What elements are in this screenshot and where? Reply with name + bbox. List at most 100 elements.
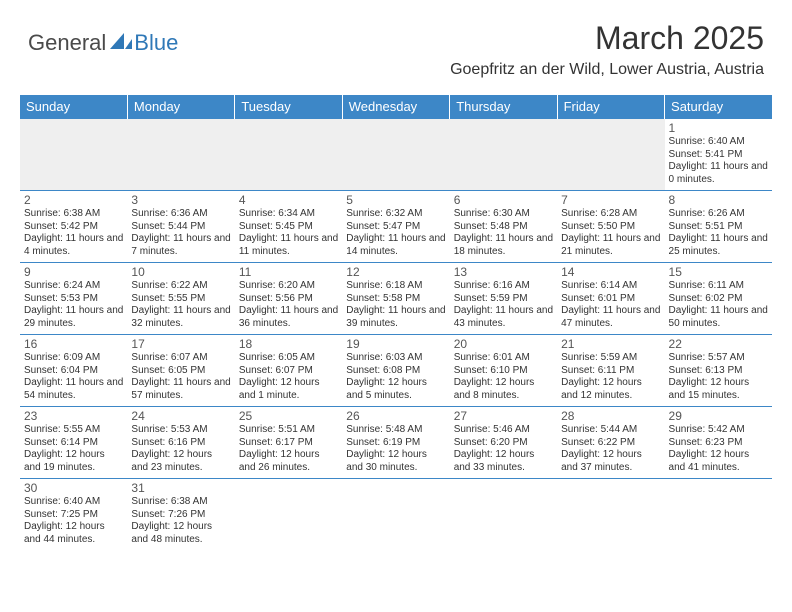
calendar-cell: 9Sunrise: 6:24 AMSunset: 5:53 PMDaylight… (20, 263, 127, 335)
sunrise-line: Sunrise: 6:22 AM (131, 280, 230, 293)
weekday-header: Saturday (665, 95, 772, 119)
daylight-line: Daylight: 12 hours and 44 minutes. (24, 521, 123, 546)
calendar-cell (665, 479, 772, 551)
calendar-cell: 31Sunrise: 6:38 AMSunset: 7:26 PMDayligh… (127, 479, 234, 551)
month-title: March 2025 (450, 20, 764, 57)
daylight-line: Daylight: 11 hours and 18 minutes. (454, 233, 553, 258)
sunset-line: Sunset: 5:44 PM (131, 221, 230, 234)
sunrise-line: Sunrise: 6:07 AM (131, 352, 230, 365)
calendar-cell: 24Sunrise: 5:53 AMSunset: 6:16 PMDayligh… (127, 407, 234, 479)
sunrise-line: Sunrise: 6:36 AM (131, 208, 230, 221)
daylight-line: Daylight: 12 hours and 41 minutes. (669, 449, 768, 474)
calendar-cell (342, 479, 449, 551)
calendar-cell (557, 479, 664, 551)
sunset-line: Sunset: 6:11 PM (561, 365, 660, 378)
sunrise-line: Sunrise: 5:46 AM (454, 424, 553, 437)
calendar-cell: 5Sunrise: 6:32 AMSunset: 5:47 PMDaylight… (342, 191, 449, 263)
sunset-line: Sunset: 6:07 PM (239, 365, 338, 378)
daylight-line: Daylight: 11 hours and 11 minutes. (239, 233, 338, 258)
day-number: 12 (346, 265, 445, 279)
daylight-line: Daylight: 12 hours and 33 minutes. (454, 449, 553, 474)
calendar-cell: 21Sunrise: 5:59 AMSunset: 6:11 PMDayligh… (557, 335, 664, 407)
sunrise-line: Sunrise: 6:28 AM (561, 208, 660, 221)
daylight-line: Daylight: 11 hours and 14 minutes. (346, 233, 445, 258)
sunrise-line: Sunrise: 5:55 AM (24, 424, 123, 437)
daylight-line: Daylight: 11 hours and 47 minutes. (561, 305, 660, 330)
sunrise-line: Sunrise: 6:01 AM (454, 352, 553, 365)
sunset-line: Sunset: 5:55 PM (131, 293, 230, 306)
daylight-line: Daylight: 11 hours and 4 minutes. (24, 233, 123, 258)
calendar-cell: 19Sunrise: 6:03 AMSunset: 6:08 PMDayligh… (342, 335, 449, 407)
sunrise-line: Sunrise: 6:11 AM (669, 280, 768, 293)
sunrise-line: Sunrise: 6:38 AM (24, 208, 123, 221)
sunset-line: Sunset: 6:14 PM (24, 437, 123, 450)
sunrise-line: Sunrise: 5:48 AM (346, 424, 445, 437)
sunrise-line: Sunrise: 6:38 AM (131, 496, 230, 509)
daylight-line: Daylight: 11 hours and 57 minutes. (131, 377, 230, 402)
day-number: 5 (346, 193, 445, 207)
weekday-header: Tuesday (235, 95, 342, 119)
sunrise-line: Sunrise: 6:30 AM (454, 208, 553, 221)
sunset-line: Sunset: 6:23 PM (669, 437, 768, 450)
daylight-line: Daylight: 11 hours and 36 minutes. (239, 305, 338, 330)
sunset-line: Sunset: 5:41 PM (669, 149, 768, 162)
sunset-line: Sunset: 6:01 PM (561, 293, 660, 306)
sunrise-line: Sunrise: 5:57 AM (669, 352, 768, 365)
day-number: 18 (239, 337, 338, 351)
sunrise-line: Sunrise: 5:59 AM (561, 352, 660, 365)
sunset-line: Sunset: 5:56 PM (239, 293, 338, 306)
calendar-cell: 8Sunrise: 6:26 AMSunset: 5:51 PMDaylight… (665, 191, 772, 263)
calendar-row: 2Sunrise: 6:38 AMSunset: 5:42 PMDaylight… (20, 191, 772, 263)
calendar-cell: 29Sunrise: 5:42 AMSunset: 6:23 PMDayligh… (665, 407, 772, 479)
calendar-cell (450, 119, 557, 191)
daylight-line: Daylight: 11 hours and 0 minutes. (669, 161, 768, 186)
calendar-cell: 6Sunrise: 6:30 AMSunset: 5:48 PMDaylight… (450, 191, 557, 263)
calendar-cell: 23Sunrise: 5:55 AMSunset: 6:14 PMDayligh… (20, 407, 127, 479)
daylight-line: Daylight: 12 hours and 8 minutes. (454, 377, 553, 402)
day-number: 24 (131, 409, 230, 423)
header: General Blue March 2025 Goepfritz an der… (0, 0, 792, 87)
location: Goepfritz an der Wild, Lower Austria, Au… (450, 61, 764, 79)
calendar-cell (20, 119, 127, 191)
daylight-line: Daylight: 11 hours and 32 minutes. (131, 305, 230, 330)
sunrise-line: Sunrise: 5:42 AM (669, 424, 768, 437)
day-number: 10 (131, 265, 230, 279)
sunset-line: Sunset: 5:50 PM (561, 221, 660, 234)
calendar-cell (235, 119, 342, 191)
calendar-header-row: SundayMondayTuesdayWednesdayThursdayFrid… (20, 95, 772, 119)
daylight-line: Daylight: 12 hours and 15 minutes. (669, 377, 768, 402)
day-number: 3 (131, 193, 230, 207)
sunrise-line: Sunrise: 6:34 AM (239, 208, 338, 221)
calendar-cell (127, 119, 234, 191)
day-number: 9 (24, 265, 123, 279)
sunrise-line: Sunrise: 5:53 AM (131, 424, 230, 437)
calendar-cell: 4Sunrise: 6:34 AMSunset: 5:45 PMDaylight… (235, 191, 342, 263)
title-block: March 2025 Goepfritz an der Wild, Lower … (450, 20, 764, 79)
calendar-cell: 25Sunrise: 5:51 AMSunset: 6:17 PMDayligh… (235, 407, 342, 479)
sunrise-line: Sunrise: 6:32 AM (346, 208, 445, 221)
calendar-cell: 10Sunrise: 6:22 AMSunset: 5:55 PMDayligh… (127, 263, 234, 335)
daylight-line: Daylight: 11 hours and 7 minutes. (131, 233, 230, 258)
daylight-line: Daylight: 12 hours and 19 minutes. (24, 449, 123, 474)
calendar-row: 16Sunrise: 6:09 AMSunset: 6:04 PMDayligh… (20, 335, 772, 407)
sunset-line: Sunset: 6:04 PM (24, 365, 123, 378)
calendar-cell: 11Sunrise: 6:20 AMSunset: 5:56 PMDayligh… (235, 263, 342, 335)
calendar-cell: 2Sunrise: 6:38 AMSunset: 5:42 PMDaylight… (20, 191, 127, 263)
day-number: 28 (561, 409, 660, 423)
calendar-cell: 7Sunrise: 6:28 AMSunset: 5:50 PMDaylight… (557, 191, 664, 263)
sunset-line: Sunset: 5:53 PM (24, 293, 123, 306)
calendar-row: 23Sunrise: 5:55 AMSunset: 6:14 PMDayligh… (20, 407, 772, 479)
sunrise-line: Sunrise: 5:51 AM (239, 424, 338, 437)
sunrise-line: Sunrise: 6:18 AM (346, 280, 445, 293)
day-number: 27 (454, 409, 553, 423)
daylight-line: Daylight: 11 hours and 25 minutes. (669, 233, 768, 258)
day-number: 13 (454, 265, 553, 279)
calendar-cell: 26Sunrise: 5:48 AMSunset: 6:19 PMDayligh… (342, 407, 449, 479)
calendar-cell: 17Sunrise: 6:07 AMSunset: 6:05 PMDayligh… (127, 335, 234, 407)
day-number: 2 (24, 193, 123, 207)
sunset-line: Sunset: 6:10 PM (454, 365, 553, 378)
day-number: 22 (669, 337, 768, 351)
calendar-cell: 30Sunrise: 6:40 AMSunset: 7:25 PMDayligh… (20, 479, 127, 551)
daylight-line: Daylight: 12 hours and 23 minutes. (131, 449, 230, 474)
daylight-line: Daylight: 12 hours and 12 minutes. (561, 377, 660, 402)
